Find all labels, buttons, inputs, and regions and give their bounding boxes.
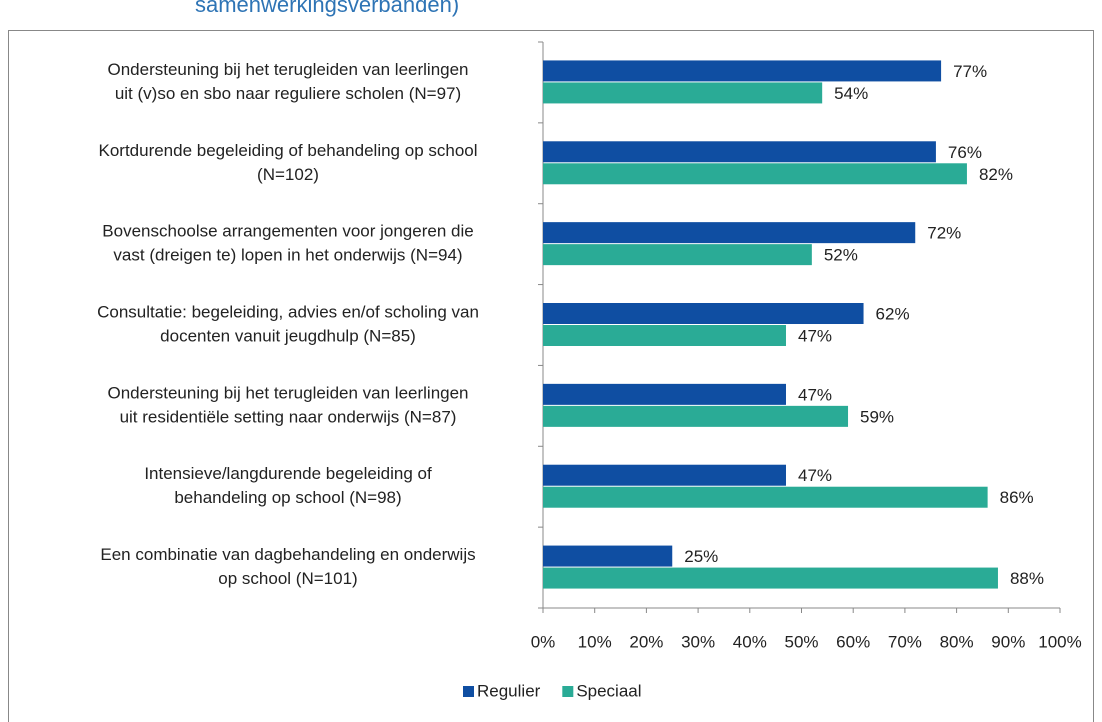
category-label: (N=102) [257,165,319,184]
bar [543,383,786,405]
value-label: 62% [876,304,910,323]
bar [543,60,942,82]
x-tick-label: 40% [733,632,767,651]
bar [543,303,864,324]
value-label: 76% [948,143,982,162]
value-label: 88% [1010,569,1044,588]
category-label: behandeling op school (N=98) [174,488,401,507]
category-label: vast (dreigen te) lopen in het onderwijs… [113,246,462,265]
bar [543,141,936,163]
bar [543,244,812,266]
bar [543,464,786,486]
category-label: Een combinatie van dagbehandeling en ond… [100,545,475,564]
value-label: 59% [860,407,894,426]
bar [543,405,849,427]
value-label: 52% [824,246,858,265]
legend-label: Speciaal [576,681,641,700]
value-label: 47% [798,385,832,404]
legend-swatch [463,686,474,697]
value-label: 77% [953,62,987,81]
category-label: Kortdurende begeleiding of behandeling o… [98,141,477,160]
category-label: Intensieve/langdurende begeleiding of [144,464,432,483]
category-label: op school (N=101) [218,569,357,588]
bar [543,82,823,104]
category-label: Consultatie: begeleiding, advies en/of s… [97,302,479,321]
bar [543,222,916,244]
x-tick-label: 10% [578,632,612,651]
value-label: 54% [834,84,868,103]
category-label: Ondersteuning bij het terugleiden van le… [107,383,468,402]
category-label: Bovenschoolse arrangementen voor jongere… [102,222,473,241]
chart-title: samenwerkingsverbanden) [195,0,459,17]
x-tick-label: 60% [836,632,870,651]
category-label: uit residentiële setting naar onderwijs … [120,407,457,426]
value-label: 86% [1000,488,1034,507]
value-label: 47% [798,326,832,345]
category-label: docenten vanuit jeugdhulp (N=85) [160,326,416,345]
value-label: 47% [798,466,832,485]
bar [543,163,967,185]
bar [543,567,998,589]
category-label: Ondersteuning bij het terugleiden van le… [107,60,468,79]
bar [543,486,988,508]
value-label: 25% [684,547,718,566]
value-label: 82% [979,165,1013,184]
chart-border [8,30,1094,722]
x-tick-label: 70% [888,632,922,651]
legend-swatch [562,686,574,697]
category-label: uit (v)so en sbo naar reguliere scholen … [115,84,461,103]
x-tick-label: 100% [1038,632,1081,651]
x-tick-label: 0% [531,632,556,651]
x-tick-label: 30% [681,632,715,651]
value-label: 72% [927,224,961,243]
legend-label: Regulier [477,681,541,700]
x-tick-label: 20% [629,632,663,651]
bar [543,545,673,567]
x-tick-label: 80% [940,632,974,651]
x-tick-label: 90% [991,632,1025,651]
bar [543,325,786,346]
x-tick-label: 50% [784,632,818,651]
